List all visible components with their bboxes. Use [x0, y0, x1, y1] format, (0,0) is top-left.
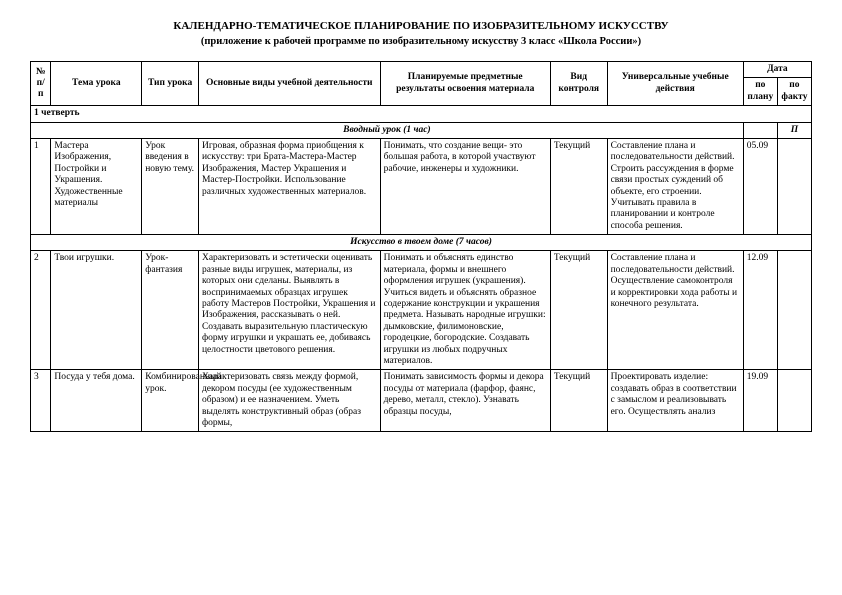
cell-result: Понимать, что создание вещи- это большая…	[380, 138, 550, 234]
header-type: Тип урока	[142, 62, 199, 106]
section-1-date1	[743, 122, 777, 138]
cell-topic: Мастера Изображения, Постройки и Украшен…	[51, 138, 142, 234]
cell-control: Текущий	[550, 251, 607, 370]
header-num: № п/п	[31, 62, 51, 106]
cell-topic: Твои игрушки.	[51, 251, 142, 370]
cell-activity: Характеризовать и эстетически оценивать …	[198, 251, 380, 370]
quarter-row: 1 четверть	[31, 106, 812, 122]
header-date-plan: по плану	[743, 78, 777, 106]
section-1-date2: П	[777, 122, 811, 138]
cell-activity: Характеризовать связь между формой, деко…	[198, 370, 380, 432]
header-activity: Основные виды учебной деятельности	[198, 62, 380, 106]
header-actions: Универсальные учебные действия	[607, 62, 743, 106]
cell-num: 3	[31, 370, 51, 432]
planning-table: № п/п Тема урока Тип урока Основные виды…	[30, 61, 812, 432]
cell-actions: Составление плана и последовательности д…	[607, 138, 743, 234]
table-row: 3 Посуда у тебя дома. Комбинированный ур…	[31, 370, 812, 432]
quarter-label: 1 четверть	[31, 106, 812, 122]
cell-num: 1	[31, 138, 51, 234]
cell-activity: Игровая, образная форма приобщения к иск…	[198, 138, 380, 234]
section-1-label: Вводный урок (1 час)	[31, 122, 744, 138]
section-row-2: Искусство в твоем доме (7 часов)	[31, 235, 812, 251]
cell-result: Понимать зависимость формы и декора посу…	[380, 370, 550, 432]
page-subtitle: (приложение к рабочей программе по изобр…	[30, 36, 812, 47]
cell-date-fact	[777, 370, 811, 432]
section-row-1: Вводный урок (1 час) П	[31, 122, 812, 138]
cell-date-plan: 12.09	[743, 251, 777, 370]
cell-control: Текущий	[550, 370, 607, 432]
cell-type: Урок введения в новую тему.	[142, 138, 199, 234]
table-row: 1 Мастера Изображения, Постройки и Украш…	[31, 138, 812, 234]
cell-type: Урок-фантазия	[142, 251, 199, 370]
header-topic: Тема урока	[51, 62, 142, 106]
cell-date-fact	[777, 138, 811, 234]
header-date-fact: по факту	[777, 78, 811, 106]
cell-actions: Проектировать изделие: создавать образ в…	[607, 370, 743, 432]
cell-actions: Составление плана и последовательности д…	[607, 251, 743, 370]
cell-date-fact	[777, 251, 811, 370]
cell-date-plan: 19.09	[743, 370, 777, 432]
header-control: Вид контроля	[550, 62, 607, 106]
page-title: КАЛЕНДАРНО-ТЕМАТИЧЕСКОЕ ПЛАНИРОВАНИЕ ПО …	[30, 20, 812, 32]
header-result: Планируемые предметные результаты освоен…	[380, 62, 550, 106]
cell-result: Понимать и объяснять единство материала,…	[380, 251, 550, 370]
cell-num: 2	[31, 251, 51, 370]
cell-control: Текущий	[550, 138, 607, 234]
cell-topic: Посуда у тебя дома.	[51, 370, 142, 432]
header-date: Дата	[743, 62, 811, 78]
section-2-label: Искусство в твоем доме (7 часов)	[31, 235, 812, 251]
cell-type: Комбинированный урок.	[142, 370, 199, 432]
cell-date-plan: 05.09	[743, 138, 777, 234]
table-row: 2 Твои игрушки. Урок-фантазия Характериз…	[31, 251, 812, 370]
